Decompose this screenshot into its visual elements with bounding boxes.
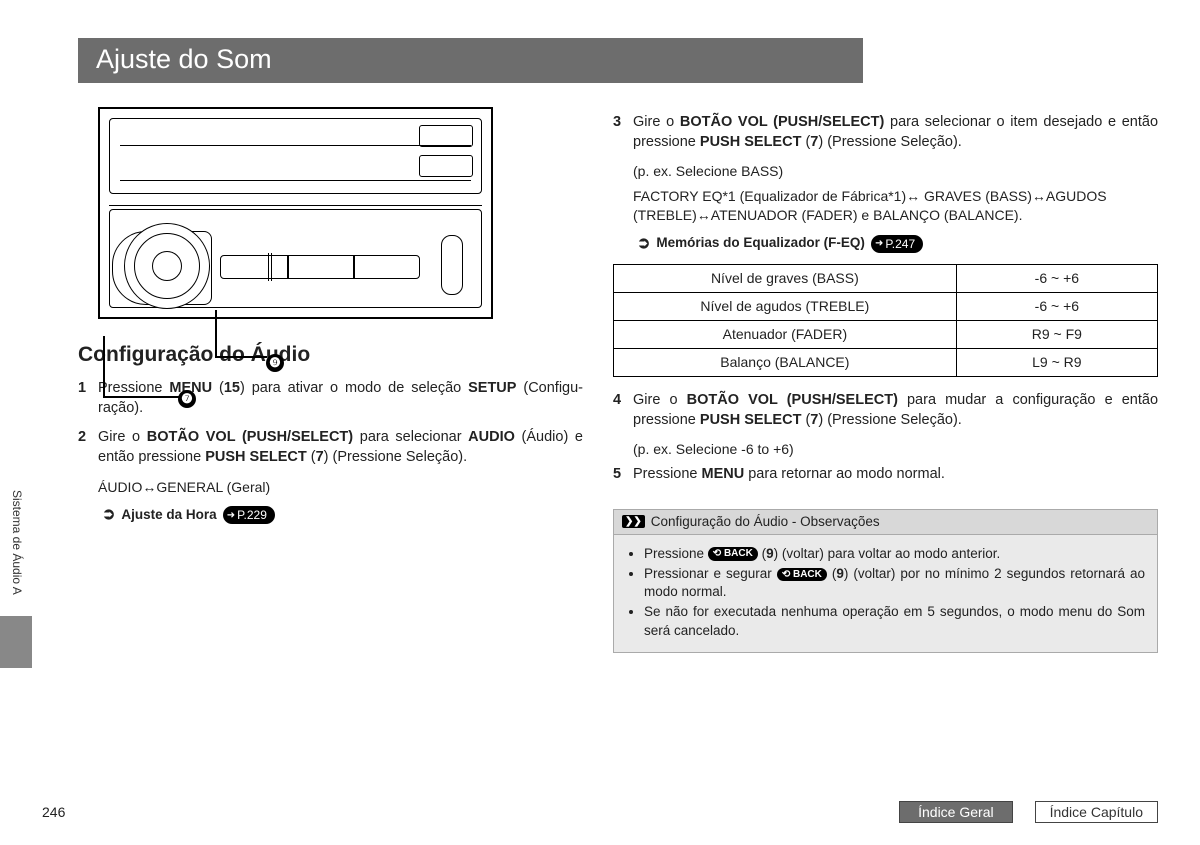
table-cell: Atenuador (FADER): [614, 321, 957, 349]
step-4-example: (p. ex. Selecione -6 to +6): [633, 440, 1158, 459]
page-ref-pill[interactable]: ➜P.247: [871, 235, 923, 253]
table-cell: L9 ~ R9: [956, 349, 1157, 377]
index-general-link[interactable]: Índice Geral: [899, 801, 1012, 823]
ref-label: Ajuste da Hora: [121, 506, 216, 524]
side-section-label: Sistema de Áudio A: [10, 490, 24, 595]
page-ref-pill[interactable]: ➜P.229: [223, 506, 275, 524]
table-cell: Nível de graves (BASS): [614, 265, 957, 293]
step-3: 3 Gire o BOTÃO VOL (PUSH/SELECT) para se…: [613, 113, 1158, 152]
ref-arrow-icon: ➲: [637, 233, 650, 255]
chevron-icon: ❯❯: [622, 515, 645, 529]
table-cell: -6 ~ +6: [956, 265, 1157, 293]
ref-label: Memórias do Equalizador (F-EQ): [656, 234, 865, 252]
leader-line: [215, 356, 267, 358]
table-cell: R9 ~ F9: [956, 321, 1157, 349]
leader-line: [103, 336, 105, 396]
page-footer: 246 Índice Geral Índice Capítulo: [42, 801, 1158, 823]
step-5: 5 Pressione MENU para retornar ao modo n…: [613, 465, 1158, 485]
radio-illustration: [98, 107, 493, 319]
step-4: 4 Gire o BOTÃO VOL (PUSH/SELECT) para mu…: [613, 391, 1158, 430]
note-item: Pressione ⟲ BACK (9) (voltar) para volta…: [644, 545, 1145, 563]
callout-9: ❾: [266, 354, 284, 372]
step-1: 1 Pressione MENU (15) para ativar o modo…: [78, 379, 583, 418]
ref-arrow-icon: ➲: [102, 504, 115, 526]
settings-table: Nível de graves (BASS)-6 ~ +6 Nível de a…: [613, 264, 1158, 377]
page-number: 246: [42, 804, 65, 820]
note-item: Se não for executada nenhuma operação em…: [644, 603, 1145, 639]
step-2: 2 Gire o BOTÃO VOL (PUSH/SELECT) para se…: [78, 428, 583, 467]
step-3-example: (p. ex. Selecione BASS): [633, 162, 1158, 181]
step-3-chain: FACTORY EQ*1 (Equalizador de Fábrica*1) …: [633, 187, 1158, 225]
section-heading: Configuração do Áudio: [78, 341, 583, 369]
callout-7: ❼: [178, 390, 196, 408]
step-2-sub: ÁUDIOGENERAL (Geral): [98, 478, 583, 497]
notes-header: ❯❯ Configuração do Áudio - Observações: [613, 509, 1158, 534]
back-pill-icon: ⟲ BACK: [708, 547, 758, 561]
index-chapter-link[interactable]: Índice Capítulo: [1035, 801, 1158, 823]
cross-reference[interactable]: ➲ Memórias do Equalizador (F-EQ) ➜P.247: [637, 233, 1158, 255]
cross-reference[interactable]: ➲ Ajuste da Hora ➜P.229: [102, 504, 583, 526]
table-cell: -6 ~ +6: [956, 293, 1157, 321]
page-title: Ajuste do Som: [78, 38, 863, 83]
note-item: Pressionar e segurar ⟲ BACK (9) (voltar)…: [644, 565, 1145, 601]
leader-line: [103, 396, 179, 398]
table-cell: Nível de agudos (TREBLE): [614, 293, 957, 321]
table-cell: Balanço (BALANCE): [614, 349, 957, 377]
side-tab: [0, 616, 32, 668]
notes-body: Pressione ⟲ BACK (9) (voltar) para volta…: [613, 534, 1158, 653]
back-pill-icon: ⟲ BACK: [777, 568, 827, 582]
